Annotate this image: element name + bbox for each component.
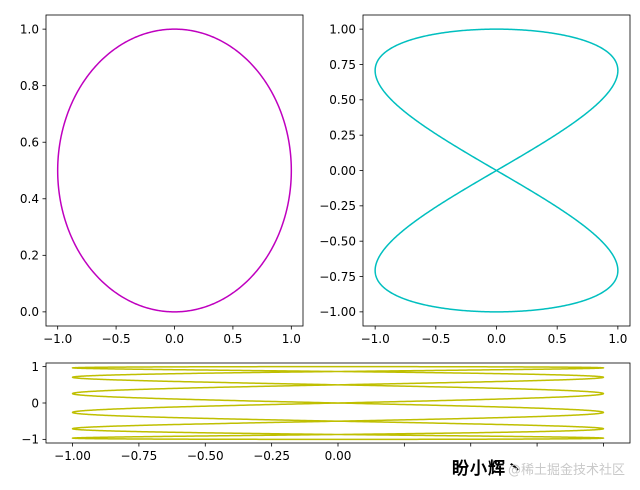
top-right-y-tick-label: 0.75	[329, 58, 356, 72]
top-left-x-tick-label: −0.5	[102, 332, 131, 346]
top-right-y-tick-label: 0.25	[329, 128, 356, 142]
top-right-x-tick-label: 1.0	[608, 332, 627, 346]
top-right-y-tick-label: 0.50	[329, 93, 356, 107]
top-right-x-tick-label: 0.0	[487, 332, 506, 346]
top-right-x-tick-label: −1.0	[361, 332, 390, 346]
top-left-series-line	[56, 28, 293, 313]
top-right-y-tick-label: −1.00	[319, 305, 356, 319]
top-right-y-tick-label: 1.00	[329, 22, 356, 36]
top-left-axes-frame	[45, 14, 304, 327]
bottom-axes: −1.00 −0.75 −0.50 −0.25 0.00 −1 0 1	[21, 360, 631, 463]
top-right-axes: −1.0 −0.5 0.0 0.5 1.0 −1.00 −0.75 −0.50 −0.25 0.0…	[319, 14, 631, 346]
top-left-y-tick-label: 0.4	[20, 192, 39, 206]
top-right-x-tick-label: 0.5	[548, 332, 567, 346]
top-left-x-tick-label: −1.0	[43, 332, 72, 346]
bottom-series-line	[71, 365, 605, 441]
bottom-y-tick-label: 0	[31, 396, 39, 410]
bottom-x-tick-label: −0.25	[253, 449, 290, 463]
top-left-x-tick-label: 0.0	[165, 332, 184, 346]
top-left-y-tick-label: 0.6	[20, 136, 39, 150]
watermark-site: @稀土掘金技术社区	[508, 463, 626, 478]
top-left-x-tick-label: 0.5	[223, 332, 242, 346]
top-right-y-tick-label: 0.00	[329, 164, 356, 178]
bottom-y-tick-label: −1	[21, 433, 39, 447]
top-left-y-tick-label: 1.0	[20, 22, 39, 36]
top-right-y-tick-label: −0.25	[319, 199, 356, 213]
top-right-series-line	[374, 28, 619, 313]
bottom-x-tick-label: −1.00	[54, 449, 91, 463]
bottom-y-tick-label: 1	[31, 360, 39, 374]
top-left-y-tick-label: 0.8	[20, 79, 39, 93]
top-left-y-tick-label: 0.0	[20, 305, 39, 319]
top-left-axes: −1.0 −0.5 0.0 0.5 1.0 0.0 0.2 0.4 0.6 0.8 1.0	[20, 14, 304, 346]
top-right-x-tick-label: −0.5	[421, 332, 450, 346]
top-right-y-tick-label: −0.75	[319, 270, 356, 284]
bottom-x-tick-label: −0.50	[187, 449, 224, 463]
top-left-x-tick-label: 1.0	[282, 332, 301, 346]
bottom-x-tick-label: −0.75	[121, 449, 158, 463]
watermark-author: 盼小辉丶	[452, 459, 524, 479]
bottom-x-tick-label: 0.00	[325, 449, 352, 463]
top-left-y-tick-label: 0.2	[20, 249, 39, 263]
top-right-y-tick-label: −0.50	[319, 234, 356, 248]
